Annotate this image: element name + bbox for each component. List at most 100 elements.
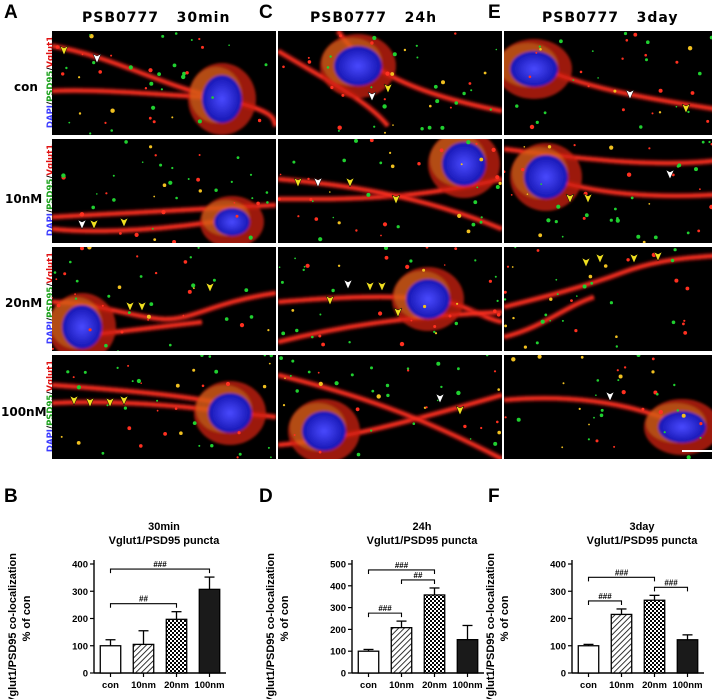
yellow-arrowhead-icon [89,219,99,230]
stain-label-row2: DAPI/PSD95/Vglut1 [46,143,56,237]
bar [357,650,380,674]
white-arrowhead-icon [367,91,377,102]
y-tick-label: 200 [72,614,88,625]
white-arrowhead-icon [313,177,323,188]
micrograph-tile [278,247,502,351]
micrograph-tile [504,355,712,459]
white-arrowhead-icon [92,53,102,64]
bar [423,594,446,674]
column-title-30min: PSB0777 30min [82,10,230,26]
micrograph-image [504,31,712,130]
yellow-arrowhead-icon [205,282,215,293]
micrograph-tile [52,139,276,243]
yellow-arrowhead-icon [581,257,591,268]
time-point: 30min [176,10,231,26]
y-axis-label: Vglut1/PSD95 co-localization [265,553,277,699]
time-point: 24h [404,10,438,26]
yellow-arrowhead-icon [119,217,129,228]
bar [165,618,188,674]
stain-label-row1: DAPI/PSD95/Vglut1 [46,35,56,129]
significance-bracket: ### [653,578,689,592]
micrograph-image [504,247,712,349]
bar [577,645,600,674]
x-tick-label: 20nm [642,680,667,691]
y-tick-label: 500 [330,560,346,571]
micrograph-tile [52,31,276,135]
significance-bracket: ### [367,561,436,574]
bar [456,638,479,674]
yellow-arrowhead-icon [377,281,387,292]
drug-name: PSB0777 [542,10,619,26]
column-title-24h: PSB0777 24h [310,10,437,26]
y-tick-label: 100 [550,641,566,652]
white-arrowhead-icon [625,89,635,100]
micrograph-image [52,140,276,243]
significance-bracket: ### [367,604,403,618]
yellow-arrowhead-icon [105,397,115,408]
x-tick-label: 100nm [452,680,482,691]
micrograph-image [52,32,276,135]
white-arrowhead-icon [77,219,87,230]
panel-label-d: D [259,486,273,507]
x-tick-label: 10nm [609,680,634,691]
stain-label-row3: DAPI/PSD95/Vglut1 [46,251,56,345]
panel-label-c: C [259,2,273,23]
row-label-20nm: 20nM [5,296,43,310]
yellow-arrowhead-icon [565,193,575,204]
drug-name: PSB0777 [310,10,387,26]
x-tick-label: con [580,680,597,691]
chart-subtitle: Vglut1/PSD95 puncta [109,535,221,547]
yellow-arrowhead-icon [583,193,593,204]
bar [198,588,221,674]
bar [390,627,413,674]
yellow-arrowhead-icon [293,177,303,188]
chart-svg: 30min Vglut1/PSD95 puncta Vglut1/PSD95 co-… [7,521,226,699]
y-tick-label: 200 [330,625,346,636]
y-tick-label: 300 [72,587,88,598]
micrograph-image [52,355,276,459]
drug-name: PSB0777 [82,10,159,26]
yellow-arrowhead-icon [391,194,401,205]
yellow-arrowhead-icon [653,251,663,262]
micrograph-image [278,247,502,347]
micrograph-tile [504,31,712,135]
y-tick-label: 300 [330,603,346,614]
yellow-arrowhead-icon [365,281,375,292]
significance-bracket: ### [587,568,656,582]
y-axis-unit-label: % of con [279,595,291,641]
chart-title: 24h [413,521,432,533]
yellow-arrowhead-icon [125,301,135,312]
micrograph-tile [504,247,712,351]
y-tick-label: 0 [341,669,346,680]
significance-bracket: ## [109,595,178,608]
significance-bracket: ### [109,560,211,574]
chart-svg: 24h Vglut1/PSD95 puncta Vglut1/PSD95 co-lo… [265,521,484,699]
yellow-arrowhead-icon [455,405,465,416]
y-axis-label: Vglut1/PSD95 co-localization [485,553,497,699]
y-tick-label: 400 [72,560,88,571]
micrograph-tile [278,355,502,459]
significance-label: ## [414,571,423,580]
significance-label: ### [615,568,629,577]
bar [643,599,666,674]
significance-label: ### [664,578,678,587]
chart-f: 3day Vglut1/PSD95 puncta Vglut1/PSD95 co-l… [478,508,712,699]
panel-label-e: E [488,2,501,23]
yellow-arrowhead-icon [325,295,335,306]
yellow-arrowhead-icon [345,177,355,188]
panel-label-f: F [488,486,500,507]
significance-label: ### [598,592,612,601]
micrograph-tile [278,31,502,135]
white-arrowhead-icon [435,393,445,404]
micrograph-image [278,31,502,134]
y-axis-unit-label: % of con [499,595,511,641]
yellow-arrowhead-icon [681,103,691,114]
yellow-arrowhead-icon [85,397,95,408]
row-label-con: con [14,80,38,94]
chart-d: 24h Vglut1/PSD95 puncta Vglut1/PSD95 co-lo… [258,508,493,699]
yellow-arrowhead-icon [137,301,147,312]
micrograph-image [52,247,276,351]
yellow-arrowhead-icon [119,395,129,406]
yellow-arrowhead-icon [595,253,605,264]
significance-label: ### [153,560,167,569]
